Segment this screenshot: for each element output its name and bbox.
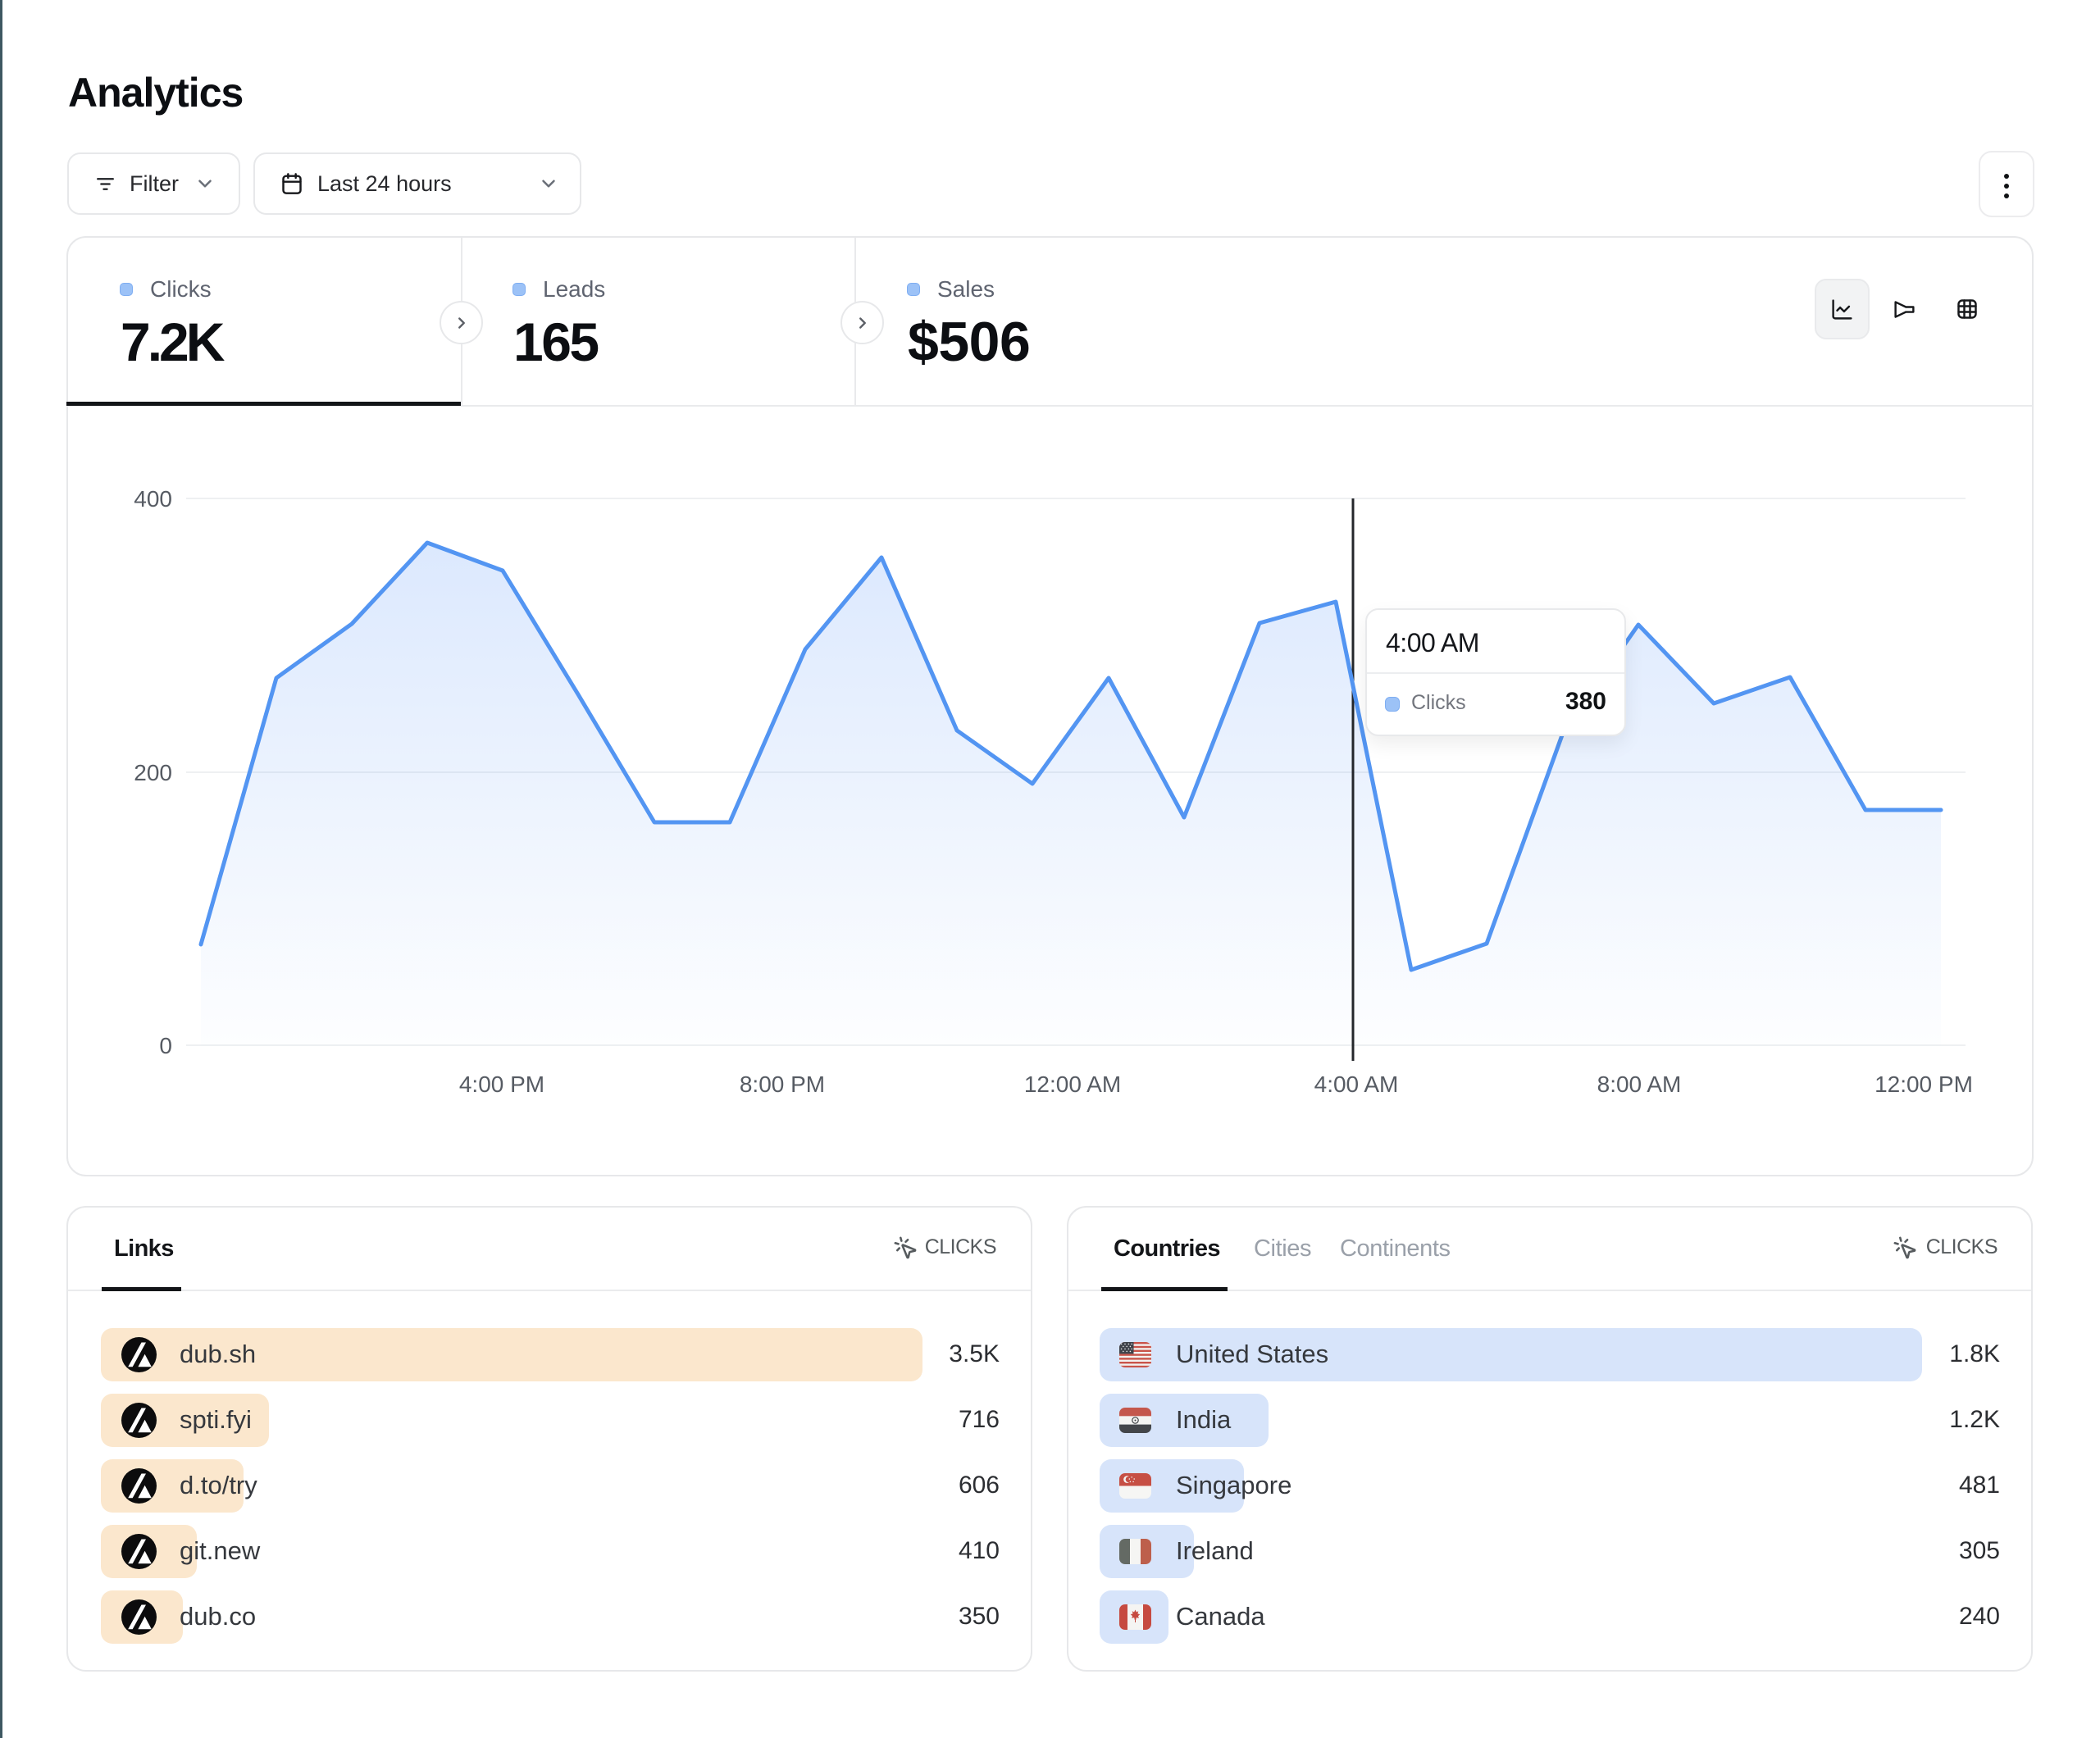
svg-text:400: 400 — [134, 486, 172, 512]
svg-text:8:00 PM: 8:00 PM — [740, 1071, 825, 1097]
svg-text:12:00 AM: 12:00 AM — [1024, 1071, 1121, 1097]
svg-text:8:00 AM: 8:00 AM — [1597, 1071, 1682, 1097]
svg-text:12:00 PM: 12:00 PM — [1875, 1071, 1973, 1097]
svg-text:0: 0 — [159, 1033, 172, 1058]
svg-text:200: 200 — [134, 760, 172, 785]
svg-text:4:00 PM: 4:00 PM — [459, 1071, 544, 1097]
svg-text:4:00 AM: 4:00 AM — [1314, 1071, 1399, 1097]
